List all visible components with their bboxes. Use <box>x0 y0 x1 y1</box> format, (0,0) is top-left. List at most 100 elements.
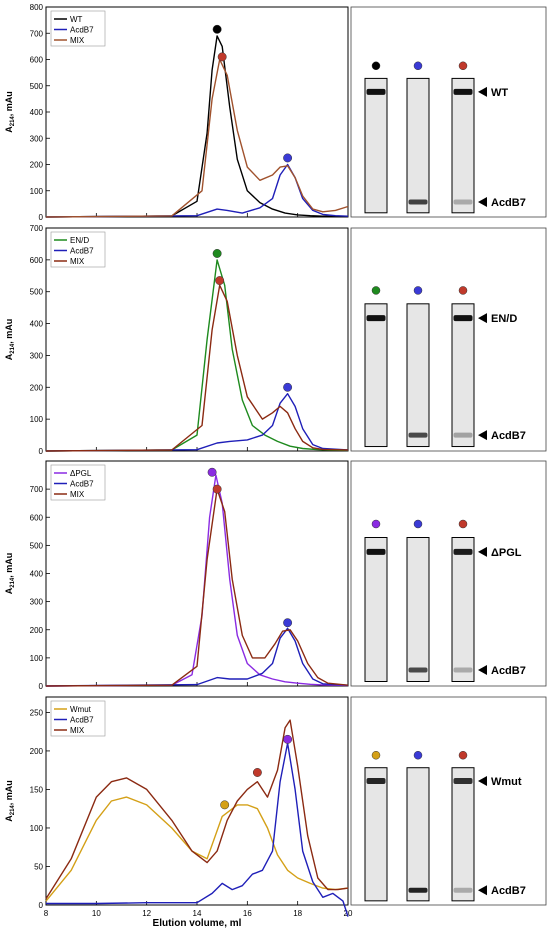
arrow-bottom-icon <box>478 197 487 208</box>
y-tick-label: 200 <box>30 161 44 170</box>
peak-marker <box>215 276 225 286</box>
y-tick-label: 600 <box>30 256 44 265</box>
gel-label-bottom: AcdB7 <box>491 665 526 677</box>
peak-marker <box>283 153 293 163</box>
lane-dot <box>371 61 381 71</box>
y-tick-label: 0 <box>39 447 44 456</box>
y-tick-label: 400 <box>30 108 44 117</box>
lane-dot <box>413 61 423 71</box>
gel-lane <box>364 537 388 682</box>
y-tick-label: 150 <box>30 785 44 794</box>
gel-band-bottom <box>453 667 473 673</box>
lane-dot <box>371 286 381 295</box>
y-tick-label: 50 <box>34 862 43 871</box>
gel-frame <box>350 6 547 218</box>
series-line-en-d <box>45 259 349 452</box>
gel-band-top <box>366 778 386 785</box>
y-tick-label: 500 <box>30 82 44 91</box>
y-tick-label: 300 <box>30 134 44 143</box>
legend-entry: MIX <box>70 36 85 45</box>
gel-panel-2: EN/D AcdB7 <box>350 227 547 452</box>
y-tick-label: 200 <box>30 626 44 635</box>
x-tick-label: 8 <box>44 909 49 918</box>
gel-band-top <box>453 778 473 785</box>
gel-band-bottom <box>453 199 473 205</box>
y-tick-label: 700 <box>30 29 44 38</box>
gel-frame <box>350 460 547 687</box>
lane-dot <box>458 750 468 760</box>
legend-entry: MIX <box>70 257 85 266</box>
legend-entry: AcdB7 <box>70 716 94 725</box>
gel-lane <box>451 537 475 682</box>
lane-dot <box>371 519 381 529</box>
gel-lane <box>451 767 475 902</box>
y-axis-label: A214, mAu <box>4 91 16 133</box>
legend-entry: AcdB7 <box>70 26 94 35</box>
legend-entry: AcdB7 <box>70 480 94 489</box>
y-axis-label: A214, mAu <box>4 319 16 361</box>
gel-lane <box>364 767 388 902</box>
legend-entry: MIX <box>70 726 85 735</box>
gel-label-top: ΔPGL <box>491 547 522 559</box>
peak-marker <box>212 24 222 34</box>
peak-marker <box>212 484 222 494</box>
legend-entry: Wmut <box>70 705 92 714</box>
lane-dot <box>413 519 423 529</box>
gel-panel-3: ΔPGL AcdB7 <box>350 460 547 687</box>
series-line-wmut <box>45 796 349 902</box>
x-tick-label: 20 <box>344 909 353 918</box>
peak-marker <box>217 52 227 62</box>
series-line-acdb7 <box>45 163 349 218</box>
chart-panel-4: 0 50 100 150 200 250 8 10 12 14 16 18 20 A214, mAu Wmu… <box>4 696 353 918</box>
gel-band-bottom <box>408 432 428 438</box>
lane-dot <box>413 286 423 295</box>
arrow-top-icon <box>478 313 487 324</box>
y-tick-label: 0 <box>39 901 44 910</box>
y-axis-label: A214, mAu <box>4 780 16 822</box>
gel-frame <box>350 227 547 452</box>
peak-marker <box>207 467 217 477</box>
gel-band-bottom <box>408 667 428 673</box>
gel-band-bottom <box>408 199 428 205</box>
y-tick-label: 500 <box>30 541 44 550</box>
arrow-top-icon <box>478 546 487 557</box>
gel-band-bottom <box>453 432 473 438</box>
gel-lane <box>406 537 430 682</box>
y-tick-label: 800 <box>30 3 44 12</box>
arrow-top-icon <box>478 776 487 787</box>
series-line-acdb7 <box>45 393 349 452</box>
series-line--pgl <box>45 474 349 687</box>
legend-entry: WT <box>70 15 83 24</box>
gel-band-top <box>453 315 473 322</box>
y-tick-label: 500 <box>30 288 44 297</box>
gel-lane <box>451 303 475 448</box>
peak-marker <box>212 249 222 258</box>
gel-label-top: Wmut <box>491 776 522 788</box>
y-tick-label: 100 <box>30 187 44 196</box>
y-tick-label: 700 <box>30 224 44 233</box>
y-tick-label: 100 <box>30 654 44 663</box>
gel-lane <box>406 303 430 448</box>
y-tick-label: 100 <box>30 824 44 833</box>
gel-label-bottom: AcdB7 <box>491 197 526 209</box>
series-line-wt <box>45 35 348 218</box>
chart-panel-3: 0 100 200 300 400 500 600 700 A214, mAu ΔPGL AcdB7… <box>4 460 349 691</box>
gel-lane <box>364 77 388 214</box>
arrow-bottom-icon <box>478 430 487 441</box>
gel-lane <box>406 77 430 214</box>
gel-label-bottom: AcdB7 <box>491 430 526 442</box>
arrow-bottom-icon <box>478 885 487 896</box>
gel-label-top: WT <box>491 87 508 99</box>
series-line-mix <box>45 719 349 900</box>
y-tick-label: 100 <box>30 415 44 424</box>
gel-band-bottom <box>408 887 428 893</box>
chart-panel-1: 0 100 200 300 400 500 600 700 800 A214, mAu WT AcdB… <box>4 3 349 222</box>
y-axis-label: A214, mAu <box>4 553 16 595</box>
gel-band-top <box>453 548 473 555</box>
lane-dot <box>458 61 468 71</box>
gel-band-top <box>366 88 386 95</box>
legend-box <box>50 700 106 737</box>
gel-lane <box>364 303 388 448</box>
y-tick-label: 300 <box>30 351 44 360</box>
